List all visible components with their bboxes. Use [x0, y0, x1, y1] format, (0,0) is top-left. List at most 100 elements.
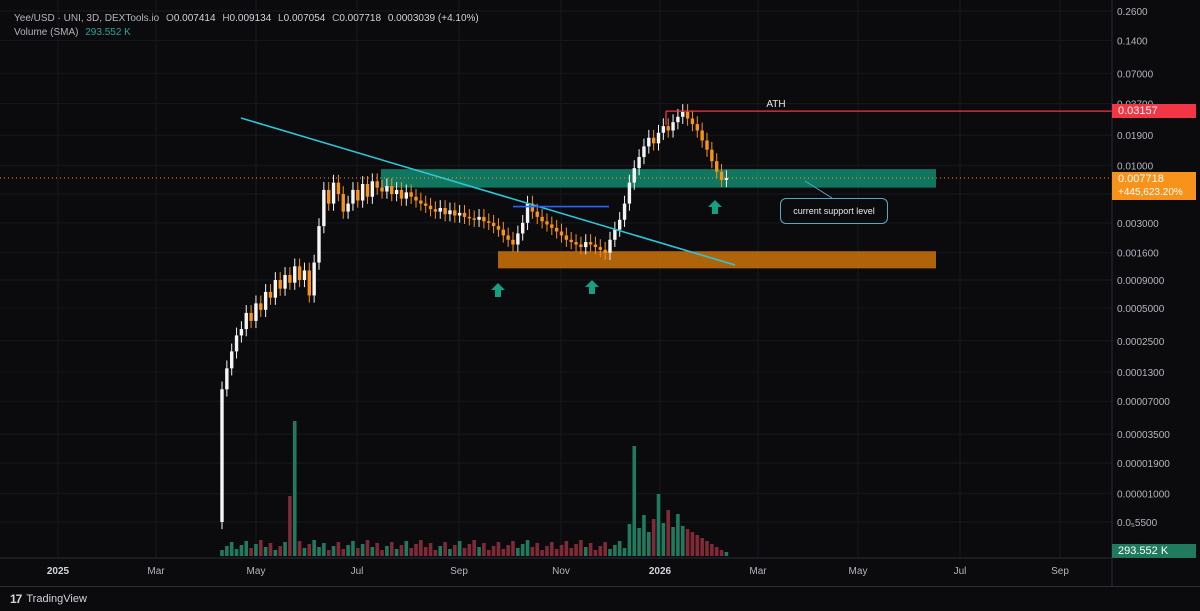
- up-arrow-icon: [491, 283, 505, 297]
- volume-bar: [360, 544, 365, 556]
- volume-bars: [220, 421, 729, 556]
- price-tick-label: 0.0005000: [1117, 304, 1165, 315]
- candle-body: [700, 130, 704, 141]
- candle-body: [239, 329, 244, 336]
- candle-body: [525, 203, 530, 223]
- volume-bar: [220, 550, 224, 556]
- volume-bar: [263, 547, 268, 556]
- candle-body: [360, 183, 365, 201]
- volume-bar: [239, 545, 244, 556]
- candle-body: [336, 182, 341, 195]
- candle-body: [244, 312, 248, 330]
- note-connector: [804, 180, 833, 199]
- candle-body: [593, 244, 598, 248]
- volume-bar: [647, 532, 651, 556]
- support-note[interactable]: current support level: [780, 198, 888, 224]
- volume-bar: [370, 547, 375, 556]
- candle-body: [307, 270, 311, 296]
- tradingview-brand[interactable]: 17 TradingView: [10, 592, 87, 606]
- candle-body: [220, 389, 224, 522]
- candle-body: [419, 200, 423, 204]
- volume-bar: [419, 540, 423, 556]
- volume-bar: [336, 542, 341, 556]
- volume-bar: [666, 510, 670, 556]
- trend-line: [240, 117, 736, 266]
- candle-body: [234, 335, 239, 352]
- candle-body: [603, 249, 607, 253]
- volume-bar: [710, 544, 714, 556]
- candle-body: [375, 181, 379, 188]
- volume-bar: [302, 548, 307, 556]
- close-value: 0.007718: [339, 13, 382, 24]
- volume-bar: [511, 541, 515, 556]
- volume-bar: [307, 544, 312, 556]
- time-axis[interactable]: 2025 Mar May Jul Sep Nov 2026 Mar May Jul Sep: [47, 566, 1069, 577]
- candle-body: [705, 140, 709, 150]
- tradingview-logo-icon: 17: [10, 592, 22, 606]
- price-tick-label: 0.0₅5500: [1117, 518, 1158, 529]
- candle-body: [651, 137, 656, 144]
- candle-body: [642, 146, 646, 158]
- volume-bar: [656, 494, 661, 556]
- volume-bar: [642, 515, 646, 556]
- candle-body: [380, 187, 384, 192]
- volume-bar: [389, 542, 394, 556]
- candle-body: [322, 189, 326, 227]
- volume-bar: [385, 546, 389, 556]
- volume-bar: [676, 514, 680, 556]
- price-tick-label: 0.00001000: [1117, 490, 1170, 501]
- candle-body: [579, 244, 583, 248]
- candle-body: [501, 229, 505, 236]
- volume-bar: [714, 547, 719, 556]
- time-tick-label: Sep: [450, 566, 468, 577]
- volume-bar: [671, 527, 675, 556]
- candle-body: [535, 211, 539, 217]
- price-tick-label: 0.1400: [1117, 36, 1148, 47]
- candle-body: [462, 212, 467, 217]
- price-tick-label: 0.01000: [1117, 162, 1154, 173]
- candle-body: [424, 203, 428, 206]
- volume-bar: [453, 545, 457, 556]
- volume-bar: [613, 545, 617, 556]
- candle-body: [511, 239, 515, 245]
- candle-body: [433, 209, 438, 212]
- volume-bar: [559, 545, 564, 556]
- candle-body: [564, 235, 569, 240]
- candle-body: [685, 111, 690, 119]
- price-tick-label: 0.07000: [1117, 69, 1154, 80]
- volume-bar: [472, 540, 476, 556]
- candle-body: [496, 226, 501, 230]
- volume-bar: [482, 543, 486, 556]
- candle-body: [249, 312, 253, 321]
- candle-body: [365, 183, 370, 197]
- volume-bar: [322, 543, 326, 556]
- time-tick-label: Mar: [749, 566, 767, 577]
- volume-bar: [428, 543, 433, 556]
- volume-bar: [593, 550, 598, 556]
- volume-legend[interactable]: Volume (SMA) 293.552 K: [14, 27, 131, 38]
- price-axis[interactable]: 0.26000.14000.070000.037000.019000.01000…: [1117, 7, 1170, 529]
- candle-body: [443, 208, 447, 215]
- candle-body: [293, 266, 297, 283]
- volume-bar: [229, 542, 234, 556]
- candle-body: [457, 212, 462, 216]
- time-tick-label: Nov: [552, 566, 570, 577]
- candle-body: [327, 189, 331, 204]
- candle-body: [613, 229, 617, 240]
- volume-bar: [404, 541, 409, 556]
- candle-body: [598, 247, 602, 250]
- ath-price-tag: 0.03157: [1112, 104, 1196, 118]
- symbol-legend[interactable]: Yee/USD · UNI, 3D, DEXTools.io O0.007414…: [14, 13, 479, 24]
- plot-area: [0, 0, 1112, 586]
- footer: 17 TradingView: [0, 586, 1200, 611]
- price-tick-label: 0.0009000: [1117, 276, 1165, 287]
- candle-body: [385, 186, 389, 192]
- volume-bar: [249, 548, 253, 556]
- candle-body: [574, 242, 578, 245]
- volume-bar: [414, 544, 418, 556]
- candle-body: [428, 205, 433, 210]
- candle-body: [283, 274, 287, 289]
- volume-bar: [283, 542, 287, 556]
- candle-body: [516, 233, 520, 245]
